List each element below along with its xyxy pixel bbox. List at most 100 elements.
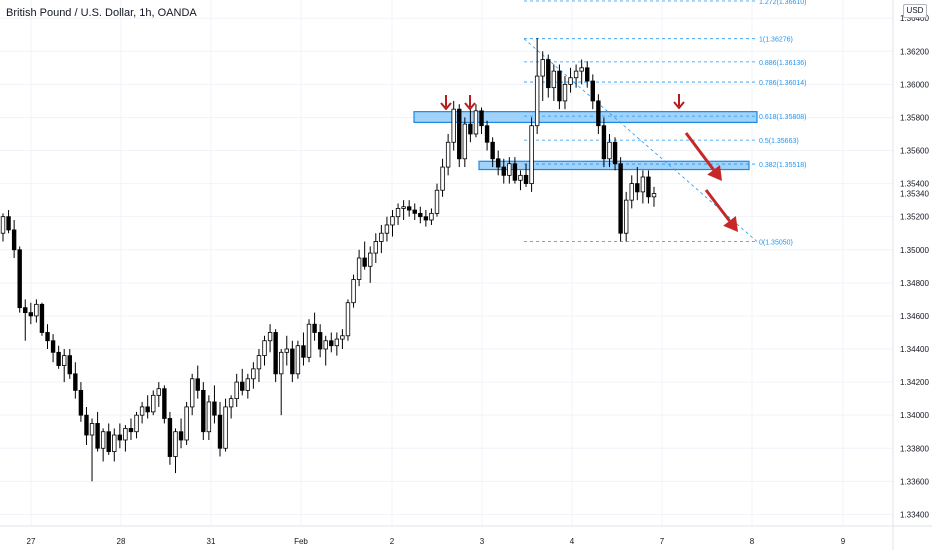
candle-body-up [100, 431, 106, 449]
candle [568, 67, 573, 93]
arrow-head [464, 102, 476, 110]
y-tick-label: 1.36000 [900, 80, 929, 89]
candle [412, 203, 417, 220]
candle-body-up [440, 166, 445, 191]
candle-body-down [484, 125, 490, 143]
candle [356, 249, 362, 287]
candle [384, 216, 390, 242]
candle [50, 334, 56, 363]
candle-body-up [151, 394, 156, 413]
candle-body-up [295, 345, 301, 375]
candle-body-down [212, 401, 217, 416]
arrow-shaft [704, 189, 731, 222]
candle-body-down [240, 381, 245, 391]
candle [379, 224, 384, 254]
candle-body-down [56, 351, 61, 366]
candle-body-up [156, 388, 161, 396]
fib-level-label: 0.886(1.36136) [759, 60, 806, 67]
candle [273, 329, 278, 383]
candle-body-down [78, 389, 84, 416]
candle-body-down [11, 229, 17, 251]
price-axis[interactable]: 1.33400 1.33600 1.33800 1.34000 1.34200 1.344… [892, 0, 929, 550]
currency-badge[interactable]: USD [903, 4, 927, 18]
candle-body-up [651, 193, 657, 198]
candle [429, 208, 434, 225]
fib-level-label: 1(1.36276) [759, 37, 793, 44]
candle [518, 170, 523, 191]
candle-body-down [73, 373, 78, 391]
candle [106, 423, 111, 455]
y-tick-label: 1.34600 [900, 312, 929, 321]
y-tick-label: 1.33400 [900, 510, 929, 519]
candle-body-up [384, 224, 390, 234]
candle [629, 175, 634, 209]
candle [267, 324, 273, 353]
candle-body-down [362, 257, 367, 267]
candle [256, 349, 262, 383]
candle-body-down [329, 340, 334, 347]
x-tick-label: 8 [750, 537, 755, 546]
candle [340, 329, 345, 350]
arrow-head [723, 216, 738, 232]
candle [651, 186, 657, 207]
candle [134, 411, 139, 439]
fib-level-label-top: 1.272(1.36610) [759, 0, 806, 6]
candle-body-up [445, 141, 451, 168]
candle [579, 59, 584, 85]
candle-body-up [623, 199, 629, 234]
candle-body-down [612, 141, 618, 165]
candles [0, 38, 657, 482]
fib-level-label: 0.382(1.35518) [759, 162, 806, 169]
candle-body-down [635, 183, 640, 193]
candle [351, 274, 356, 308]
candle-body-up [34, 303, 39, 317]
candle-body-down [45, 332, 50, 342]
candle [323, 335, 328, 366]
candle [623, 191, 629, 242]
candle-body-down [162, 388, 167, 419]
candle [423, 210, 429, 227]
candle-body-down [301, 345, 306, 358]
candle [646, 170, 651, 204]
candle [84, 406, 89, 445]
fibonacci-retracement[interactable]: 1(1.36276) 0.886(1.36136) 0.786(1.36014) 0.… [523, 0, 806, 246]
y-tick-label: 1.35400 [900, 180, 929, 189]
candle [484, 120, 490, 151]
candle [301, 332, 306, 366]
candle [312, 312, 317, 341]
candle [189, 373, 195, 416]
y-tick-label: 1.33800 [900, 444, 929, 453]
candle [112, 428, 117, 462]
candle-body-down [601, 125, 607, 160]
candle [128, 418, 134, 440]
time-axis[interactable]: 27 28 31 Feb 2 3 4 7 8 9 [0, 525, 932, 546]
candle-body-down [128, 428, 134, 433]
candle [317, 324, 323, 358]
candle [557, 64, 562, 110]
candle [512, 157, 518, 184]
candle-body-down [167, 418, 173, 457]
candle-body-up [368, 252, 373, 267]
candle [295, 340, 301, 379]
candle-body-down [106, 431, 111, 452]
candle [251, 362, 256, 389]
candle [573, 64, 579, 88]
candle [490, 137, 495, 168]
candle [434, 183, 440, 217]
candle [562, 76, 568, 110]
candle-body-down [145, 406, 150, 413]
candle [73, 362, 78, 399]
resistance-zone [413, 111, 758, 124]
candle-body-up [518, 174, 523, 181]
candle-body-up [173, 431, 178, 457]
candle [228, 395, 234, 419]
candle [123, 425, 128, 452]
candle [540, 51, 545, 101]
x-tick-label: 31 [207, 537, 216, 546]
fib-level-label: 0(1.35050) [759, 239, 793, 246]
candle [479, 107, 484, 134]
trend-arrow-2-icon [704, 189, 738, 232]
candle-body-up [390, 216, 395, 226]
candle [462, 117, 468, 168]
